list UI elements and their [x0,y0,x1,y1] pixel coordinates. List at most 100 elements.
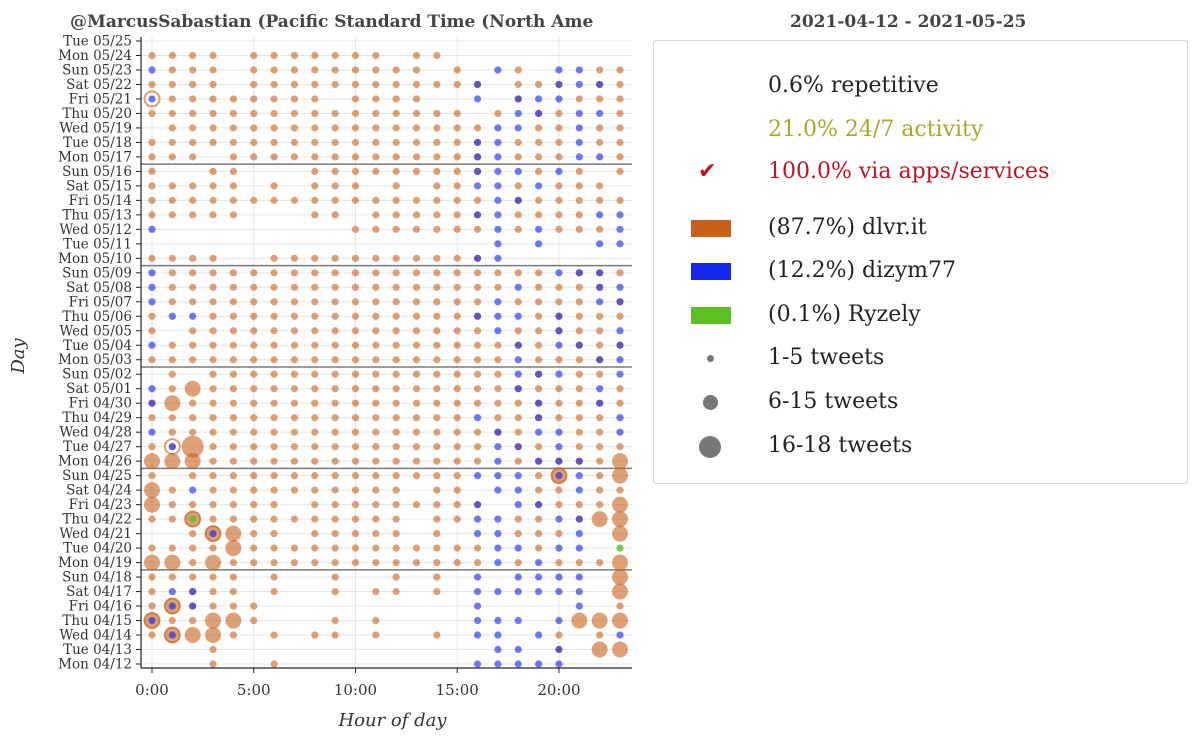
point-dlvrit [270,66,278,74]
point-dlvrit [270,283,278,291]
point-dizym77 [514,196,522,204]
point-dlvrit [392,211,400,219]
point-dlvrit [209,254,217,262]
point-dlvrit [229,109,237,118]
point-dlvrit [473,269,482,277]
point-dlvrit [148,153,156,161]
point-dizym77 [596,80,604,89]
point-dlvrit [412,457,421,465]
point-dlvrit [433,530,441,538]
point-dlvrit [250,95,258,103]
point-dlvrit [290,341,299,349]
point-dizym77 [494,472,502,480]
point-dlvrit [575,428,583,436]
point-dlvrit [596,196,604,204]
point-dizym77 [575,530,583,538]
point-dlvrit [148,327,156,335]
point-dlvrit [433,124,441,132]
point-dlvrit [616,196,624,204]
point-dlvrit [270,138,278,147]
point-dlvrit [392,472,400,480]
point-dlvrit [311,515,319,523]
point-dizym77 [514,443,522,451]
point-dlvrit [184,380,201,397]
point-dlvrit [311,138,319,147]
point-dlvrit [453,124,461,132]
point-dlvrit [372,515,380,523]
point-dlvrit [372,356,380,364]
legend-source-ryzely: (0.1%) Ryzely [654,300,1187,334]
point-dizym77 [148,225,156,233]
point-dlvrit [209,109,217,118]
point-dlvrit [616,312,624,320]
point-dlvrit [189,124,197,132]
y-tick-label: Mon 04/19 [58,555,132,571]
point-dlvrit [412,501,421,509]
point-dlvrit [331,573,339,581]
point-dlvrit [616,153,624,161]
point-dlvrit [270,124,278,132]
point-dlvrit [250,298,258,306]
point-dizym77 [473,414,482,422]
point-dlvrit [189,341,197,349]
point-dlvrit [229,138,237,147]
legend-apps-text: 100.0% via apps/services [768,159,1050,184]
point-dlvrit [453,182,461,190]
point-dlvrit [535,211,543,219]
point-dlvrit [433,153,441,161]
point-dlvrit [596,225,604,233]
point-dlvrit [392,182,400,190]
point-dizym77 [555,167,563,175]
y-tick-label: Thu 04/15 [62,613,132,629]
point-dlvrit [168,80,176,89]
point-dlvrit [311,269,319,277]
point-dlvrit [331,631,339,639]
point-dlvrit [270,428,278,436]
legend-size-medium: 6-15 tweets [654,387,1187,421]
y-tick-label: Fri 04/23 [69,497,132,513]
y-tick-label: Sat 05/22 [66,77,132,93]
point-dizym77 [535,182,543,190]
point-dlvrit [290,51,299,60]
point-dlvrit [612,554,628,571]
point-dlvrit [351,486,360,494]
point-dlvrit [351,558,360,567]
point-dlvrit [331,414,339,422]
point-dlvrit [372,51,380,60]
medium-dot-icon [703,395,718,410]
point-dlvrit [290,457,299,465]
point-dizym77 [514,486,522,494]
point-ryzely [616,544,624,552]
point-dizym77 [473,587,482,596]
point-dlvrit [331,80,339,89]
point-dlvrit [148,182,156,190]
point-dlvrit [250,66,258,74]
point-dlvrit [205,627,222,644]
point-dlvrit [433,370,441,378]
point-dlvrit [189,298,197,306]
point-dlvrit [514,530,522,538]
point-dlvrit [181,435,204,458]
point-dlvrit [148,631,156,639]
point-dlvrit [229,602,237,610]
point-dlvrit [250,356,258,364]
point-dlvrit [331,356,339,364]
point-dlvrit [229,153,237,161]
point-dizym77 [494,225,502,233]
point-dlvrit [473,225,482,233]
point-dlvrit [189,283,197,291]
point-dlvrit [494,385,502,393]
point-dlvrit [473,283,482,291]
point-dlvrit [229,370,237,378]
point-dizym77 [168,443,176,451]
point-ring [163,438,181,456]
point-dizym77 [514,616,522,625]
point-dizym77 [616,283,624,291]
y-tick-label: Sat 04/24 [66,483,132,499]
legend-size-label: 6-15 tweets [768,389,899,414]
point-dizym77 [575,66,583,74]
point-dlvrit [575,225,583,233]
point-dlvrit [535,544,543,552]
point-dlvrit [412,124,421,132]
point-dizym77 [473,573,482,581]
